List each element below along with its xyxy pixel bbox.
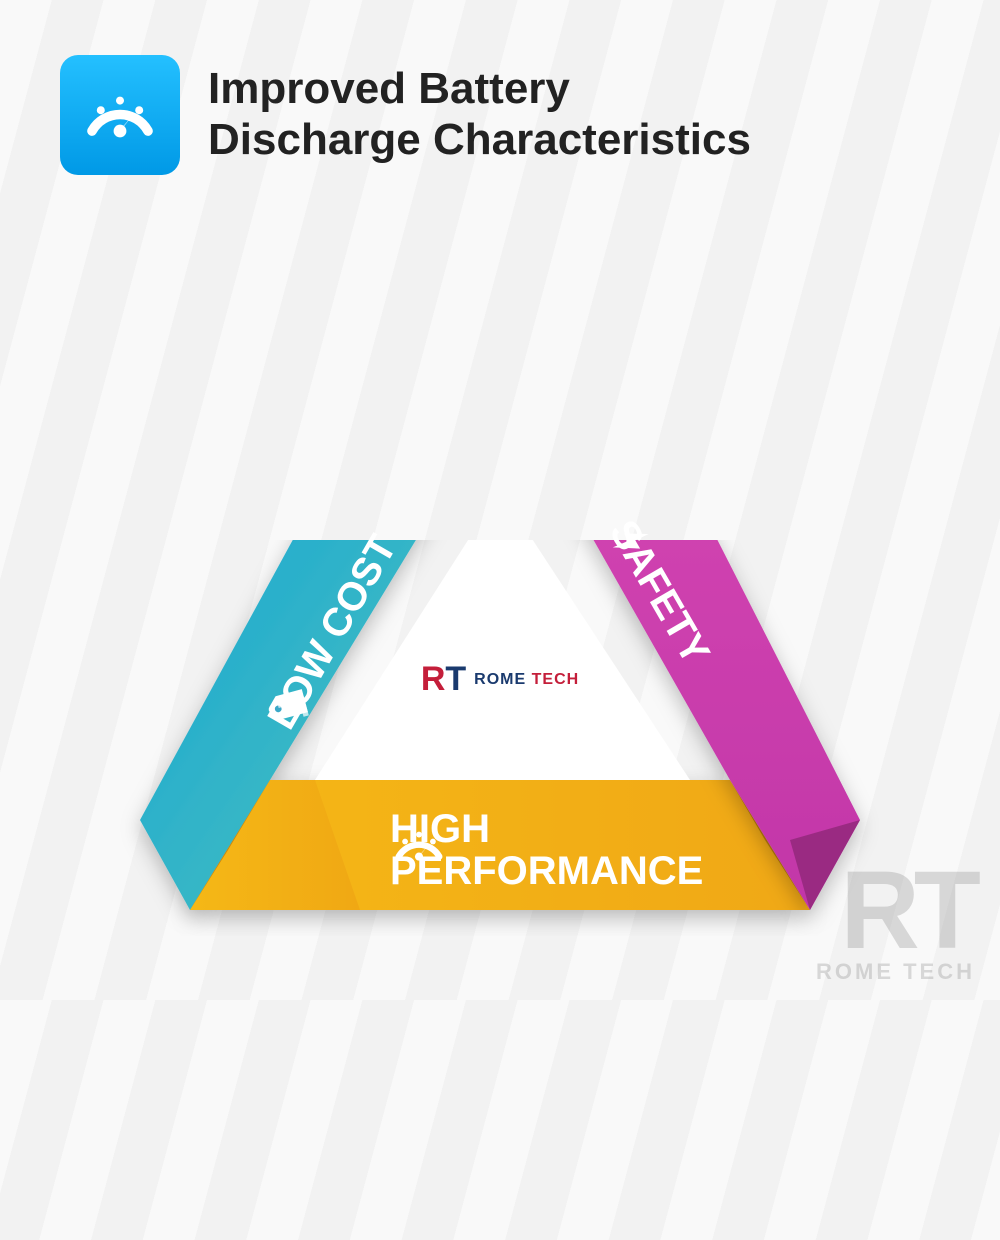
center-logo: RT ROME TECH (421, 660, 579, 699)
watermark: RT ROME TECH (816, 867, 975, 985)
logo-r: R (421, 660, 446, 698)
title-line-2: Discharge Characteristics (208, 115, 751, 166)
header: Improved Battery Discharge Characteristi… (60, 55, 751, 175)
logo-t: T (445, 660, 466, 698)
watermark-mark: RT (816, 867, 975, 955)
gauge-icon (390, 816, 448, 874)
logo-text-rome: ROME (474, 671, 526, 688)
logo-text-tech: TECH (532, 671, 580, 688)
page-title: Improved Battery Discharge Characteristi… (208, 64, 751, 165)
gauge-icon (80, 75, 160, 155)
logo-mark: RT (421, 660, 466, 699)
header-icon-box (60, 55, 180, 175)
logo-text: ROME TECH (474, 671, 579, 689)
watermark-text: ROME TECH (816, 959, 975, 985)
ribbon-bottom: HIGH PERFORMANCE (390, 808, 703, 892)
triangle-infographic: LOW COST SAFETY HIGH PERFORMANCE RT ROME… (110, 540, 890, 1240)
title-line-1: Improved Battery (208, 64, 751, 115)
